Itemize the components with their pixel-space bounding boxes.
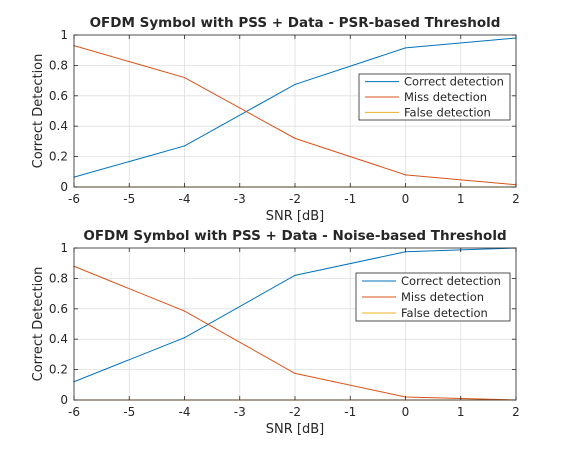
y-tick-label: 0.6 <box>49 89 68 103</box>
x-tick-label: -6 <box>68 192 80 206</box>
x-tick-label: -4 <box>179 192 191 206</box>
x-tick-label: 1 <box>457 405 465 419</box>
x-tick-label: 2 <box>512 405 520 419</box>
data-point <box>294 372 296 374</box>
x-tick-label: -2 <box>289 405 301 419</box>
y-tick-label: 0.4 <box>49 119 68 133</box>
y-tick-label: 0.6 <box>49 302 68 316</box>
y-tick-label: 0.4 <box>49 332 68 346</box>
x-tick-label: -4 <box>179 405 191 419</box>
x-axis-label: SNR [dB] <box>266 209 324 224</box>
legend-label-3: False detection <box>401 306 488 320</box>
data-point <box>183 337 186 339</box>
data-point <box>294 137 296 139</box>
y-axis-label: Correct Detection <box>31 54 46 169</box>
x-tick-label: -5 <box>123 405 135 419</box>
x-tick-label: 1 <box>457 192 465 206</box>
y-tick-label: 0.8 <box>49 58 68 72</box>
chart-2: -6 -5 -4 -3 -2 -1 0 1 2 0 0.2 0.4 0.6 0.8 1 OFDM Symbol… <box>31 228 520 437</box>
x-tick-label: -1 <box>344 405 356 419</box>
x-tick-label: -1 <box>344 192 356 206</box>
data-point <box>183 76 186 79</box>
legend-label-2: Miss detection <box>404 90 487 104</box>
y-tick-label: 1 <box>60 241 68 255</box>
data-point <box>294 83 296 85</box>
y-tick-label: 0.8 <box>49 271 68 285</box>
y-tick-label: 0.2 <box>49 363 68 377</box>
chart-1: -6 -5 -4 -3 -2 -1 0 1 2 0 0.2 0.4 0.6 0.8 1 OFDM Symbol… <box>31 15 520 224</box>
x-tick-label: 0 <box>402 192 410 206</box>
x-tick-label: 2 <box>512 192 520 206</box>
x-tick-label: -3 <box>234 192 246 206</box>
legend-label-1: Correct detection <box>401 274 501 288</box>
x-tick-label: -3 <box>234 405 246 419</box>
legend-label-1: Correct detection <box>404 75 504 89</box>
x-tick-label: 0 <box>402 405 410 419</box>
y-axis-label: Correct Detection <box>31 267 46 382</box>
y-tick-label: 0 <box>60 393 68 407</box>
legend-label-2: Miss detection <box>401 290 484 304</box>
data-point <box>404 47 407 49</box>
y-tick-label: 1 <box>60 28 68 42</box>
data-point <box>183 145 186 147</box>
data-point <box>294 274 296 276</box>
x-tick-label: -6 <box>68 405 80 419</box>
data-point <box>183 310 186 312</box>
legend-label-3: False detection <box>404 105 491 119</box>
x-axis-label: SNR [dB] <box>266 422 324 437</box>
y-tick-label: 0 <box>60 180 68 194</box>
y-tick-label: 0.2 <box>49 150 68 164</box>
chart-title: OFDM Symbol with PSS + Data - PSR-based … <box>90 15 501 31</box>
chart-title: OFDM Symbol with PSS + Data - Noise-base… <box>83 228 506 244</box>
legend: Correct detection Miss detection False det… <box>355 272 511 322</box>
data-point <box>404 174 407 176</box>
x-tick-label: -2 <box>289 192 301 206</box>
x-tick-label: -5 <box>123 192 135 206</box>
